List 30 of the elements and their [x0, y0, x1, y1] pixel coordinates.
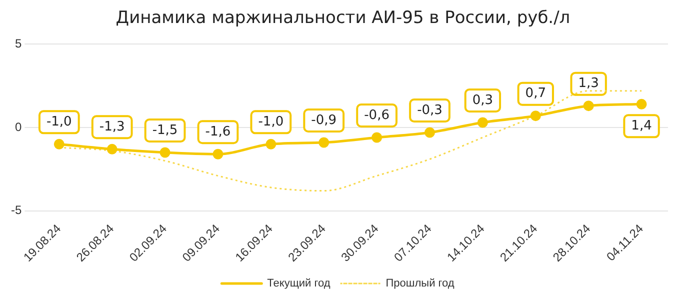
point: [266, 138, 276, 150]
point: [372, 132, 382, 143]
y-tick-label: 0: [14, 120, 22, 134]
data-label: -1,5: [152, 122, 178, 138]
data-label: -1,3: [99, 120, 125, 135]
point: [160, 147, 170, 158]
data-label: 0,3: [472, 92, 494, 108]
point: [424, 127, 435, 138]
legend-label: Текущий год: [267, 278, 331, 290]
data-label: -1,0: [258, 114, 284, 130]
point: [54, 138, 64, 150]
point: [530, 110, 541, 122]
point: [318, 137, 330, 148]
point: [212, 148, 224, 160]
y-tick-label: 5: [14, 36, 22, 51]
point: [583, 100, 594, 112]
data-label: -1,0: [46, 114, 72, 130]
point: [477, 117, 488, 128]
data-label: -0,3: [417, 102, 442, 118]
chart-title: Динамика маржинальности АИ-95 в России, руб./л: [114, 8, 572, 28]
data-label: -0,9: [311, 112, 337, 128]
point: [106, 144, 118, 154]
data-label: -1,6: [205, 124, 231, 140]
data-label: 0,7: [525, 86, 546, 102]
data-label: 1,3: [578, 76, 599, 92]
point: [636, 98, 647, 110]
y-tick-label: -5: [11, 203, 22, 218]
data-label: -0,6: [364, 108, 390, 123]
legend-label: Прошлый год: [386, 278, 455, 290]
data-label: 1,4: [631, 118, 652, 134]
